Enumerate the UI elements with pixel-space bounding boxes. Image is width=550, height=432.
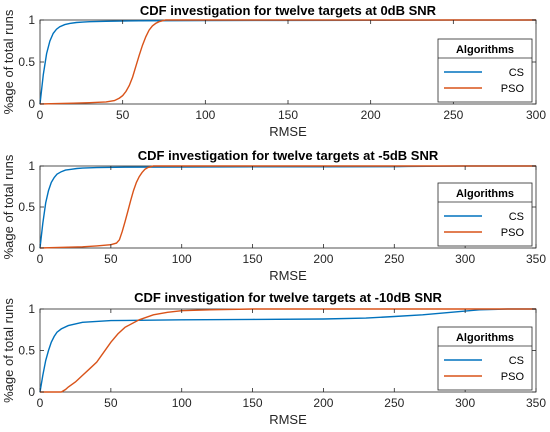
legend: Algorithms CS PSO xyxy=(437,182,533,247)
legend-label-pso: PSO xyxy=(501,227,525,239)
x-tick-label: 0 xyxy=(37,108,44,122)
legend-label-cs: CS xyxy=(509,211,524,223)
x-axis-label: RMSE xyxy=(269,268,307,283)
legend-label-pso: PSO xyxy=(501,83,525,95)
x-tick-label: 350 xyxy=(526,252,546,266)
legend-box xyxy=(437,38,533,103)
series-line-pso xyxy=(39,165,536,249)
x-axis-label: RMSE xyxy=(269,412,307,427)
y-tick-label: 0.5 xyxy=(18,344,35,358)
legend-label-pso: PSO xyxy=(501,371,525,383)
x-tick-label: 0 xyxy=(37,252,44,266)
x-tick-label: 200 xyxy=(313,396,333,410)
x-tick-label: 250 xyxy=(443,108,463,122)
chart-2: CDF investigation for twelve targets at … xyxy=(1,148,546,283)
x-tick-label: 350 xyxy=(526,396,546,410)
legend-title: Algorithms xyxy=(456,44,514,56)
x-tick-label: 200 xyxy=(361,108,381,122)
legend-title: Algorithms xyxy=(456,332,514,344)
y-axis-label: %age of total runs xyxy=(1,9,16,114)
series-line-cs xyxy=(39,308,536,393)
x-tick-label: 50 xyxy=(116,108,130,122)
x-tick-label: 100 xyxy=(172,252,192,266)
x-tick-label: 300 xyxy=(455,396,475,410)
y-tick-label: 1 xyxy=(28,13,35,27)
x-tick-label: 150 xyxy=(278,108,298,122)
x-tick-label: 300 xyxy=(455,252,475,266)
x-tick-label: 150 xyxy=(243,396,263,410)
legend-title: Algorithms xyxy=(456,188,514,200)
x-tick-label: 100 xyxy=(195,108,215,122)
y-tick-label: 0.5 xyxy=(18,200,35,214)
y-tick-label: 0.5 xyxy=(18,55,35,69)
y-axis-label: %age of total runs xyxy=(1,154,16,259)
chart-3: CDF investigation for twelve targets at … xyxy=(1,290,546,427)
series-line-cs xyxy=(39,165,536,249)
x-tick-label: 50 xyxy=(104,396,118,410)
x-axis-label: RMSE xyxy=(269,124,307,139)
legend-label-cs: CS xyxy=(509,355,524,367)
chart-1: CDF investigation for twelve targets at … xyxy=(1,3,546,139)
chart-title: CDF investigation for twelve targets at … xyxy=(134,290,442,305)
legend-box xyxy=(437,182,533,247)
x-tick-label: 50 xyxy=(104,252,118,266)
y-tick-label: 1 xyxy=(28,302,35,316)
legend-label-cs: CS xyxy=(509,67,524,79)
y-tick-label: 0 xyxy=(28,97,35,111)
chart-title: CDF investigation for twelve targets at … xyxy=(138,148,439,163)
legend-box xyxy=(437,326,533,391)
y-tick-label: 1 xyxy=(28,159,35,173)
x-tick-label: 300 xyxy=(526,108,546,122)
x-tick-label: 250 xyxy=(384,252,404,266)
x-tick-label: 100 xyxy=(172,396,192,410)
chart-title: CDF investigation for twelve targets at … xyxy=(140,3,437,18)
x-tick-label: 150 xyxy=(243,252,263,266)
y-tick-label: 0 xyxy=(28,385,35,399)
series-line-pso xyxy=(39,19,536,105)
legend: Algorithms CS PSO xyxy=(437,38,533,103)
legend: Algorithms CS PSO xyxy=(437,326,533,391)
y-axis-label: %age of total runs xyxy=(1,298,16,403)
x-tick-label: 200 xyxy=(313,252,333,266)
x-tick-label: 250 xyxy=(384,396,404,410)
y-tick-label: 0 xyxy=(28,241,35,255)
x-tick-label: 0 xyxy=(37,396,44,410)
